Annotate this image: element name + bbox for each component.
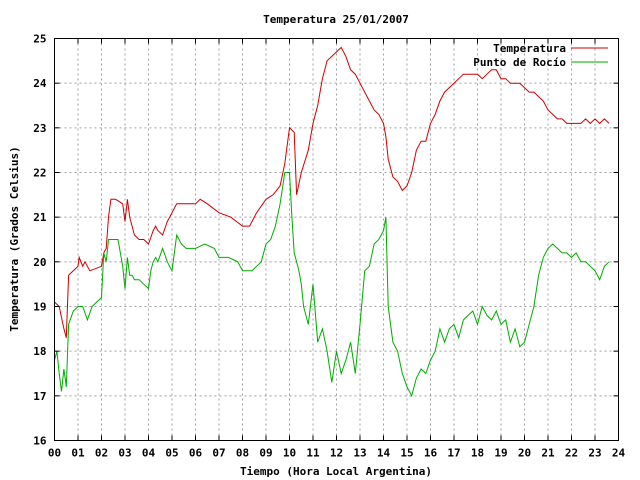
grid <box>54 38 619 441</box>
series-line-temperatura <box>54 46 610 338</box>
legend-label-punto-de-rocio: Punto de Rocío <box>473 56 566 69</box>
x-tick-label: 17 <box>447 447 460 460</box>
series-line-punto-de-rocio <box>54 172 610 398</box>
chart-title: Temperatura 25/01/2007 <box>263 13 409 26</box>
x-tick-label: 06 <box>189 447 203 460</box>
x-tick-label: 23 <box>588 447 601 460</box>
x-tick-label: 16 <box>424 447 438 460</box>
x-tick-label: 03 <box>118 447 131 460</box>
x-axis-title: Tiempo (Hora Local Argentina) <box>240 465 432 478</box>
x-tick-label: 11 <box>306 447 320 460</box>
x-tick-label: 19 <box>494 447 507 460</box>
x-tick-label: 14 <box>377 447 391 460</box>
legend-label-temperatura: Temperatura <box>493 42 566 55</box>
y-tick-label: 22 <box>33 167 46 180</box>
y-tick-label: 19 <box>33 301 46 314</box>
y-tick-label: 24 <box>33 77 47 90</box>
x-tick-label: 01 <box>71 447 85 460</box>
y-tick-label: 16 <box>33 435 47 448</box>
x-tick-label: 10 <box>283 447 296 460</box>
x-tick-label: 21 <box>541 447 555 460</box>
y-axis-title: Temperatura (Grados Celsius) <box>8 146 21 331</box>
y-tick-label: 25 <box>33 33 46 46</box>
x-tick-label: 07 <box>212 447 225 460</box>
legend: Temperatura Punto de Rocío <box>473 42 608 69</box>
x-tick-label: 22 <box>565 447 578 460</box>
x-tick-label: 02 <box>95 447 108 460</box>
axis-ticks: 00 01 02 03 04 05 06 07 08 09 10 11 12 13 14 15 16 17 18 19… <box>33 33 625 460</box>
x-tick-label: 20 <box>518 447 531 460</box>
x-tick-label: 24 <box>612 447 626 460</box>
x-tick-label: 15 <box>400 447 413 460</box>
y-tick-label: 20 <box>33 256 46 269</box>
x-tick-label: 12 <box>330 447 343 460</box>
x-tick-label: 05 <box>165 447 178 460</box>
x-tick-label: 04 <box>142 447 156 460</box>
series-layer <box>54 46 610 398</box>
x-tick-label: 18 <box>471 447 484 460</box>
x-tick-label: 09 <box>259 447 272 460</box>
y-tick-label: 17 <box>33 390 46 403</box>
x-tick-label: 13 <box>353 447 366 460</box>
x-tick-label: 08 <box>236 447 249 460</box>
y-tick-label: 18 <box>33 345 46 358</box>
x-tick-label: 00 <box>48 447 61 460</box>
y-tick-label: 23 <box>33 122 46 135</box>
y-tick-label: 21 <box>33 211 47 224</box>
